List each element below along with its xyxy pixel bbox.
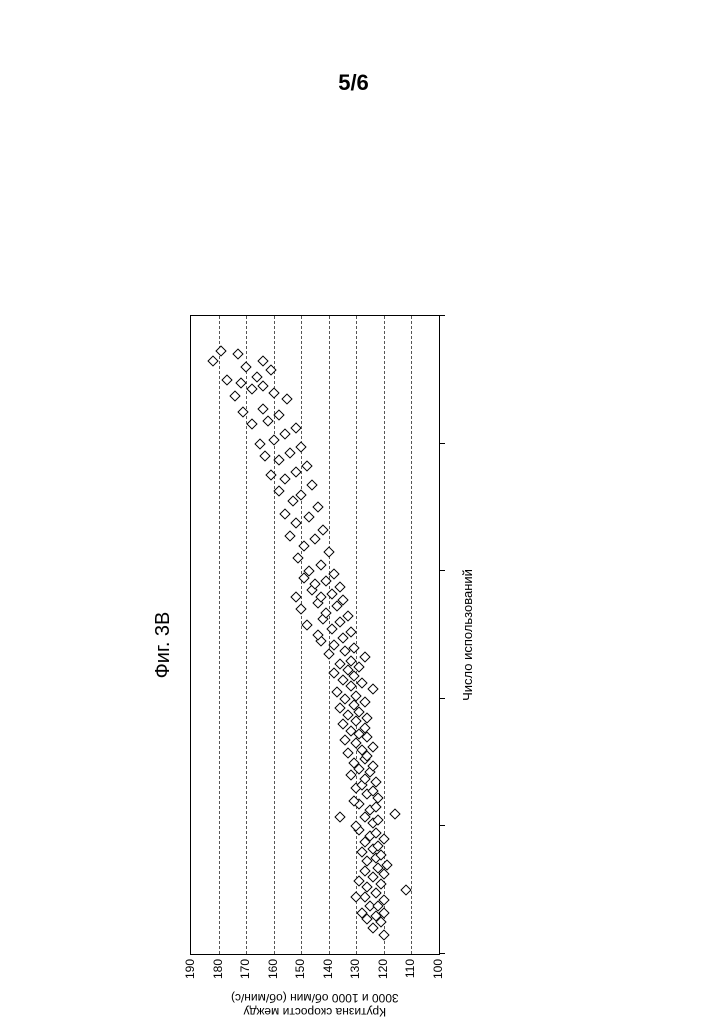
x-tick-mark (439, 825, 445, 826)
data-point (315, 559, 326, 570)
data-point (282, 393, 293, 404)
gridline (384, 316, 385, 954)
y-tick-label: 170 (238, 959, 252, 985)
data-point (367, 684, 378, 695)
data-point (359, 696, 370, 707)
data-point (367, 923, 378, 934)
data-point (359, 652, 370, 663)
data-point (257, 355, 268, 366)
data-point (337, 633, 348, 644)
figure-3b: Фиг. 3B Крутизна скорости между3000 и 10… (180, 265, 510, 1025)
data-point (320, 575, 331, 586)
data-point (274, 454, 285, 465)
data-point (265, 365, 276, 376)
data-point (318, 524, 329, 535)
data-point (400, 885, 411, 896)
x-tick-mark (439, 315, 445, 316)
data-point (257, 403, 268, 414)
plot-area (190, 315, 440, 955)
data-point (378, 929, 389, 940)
data-point (307, 479, 318, 490)
data-point (290, 591, 301, 602)
data-point (329, 639, 340, 650)
data-point (323, 546, 334, 557)
data-point (268, 435, 279, 446)
data-point (279, 508, 290, 519)
data-point (293, 553, 304, 564)
data-point (262, 416, 273, 427)
data-point (290, 518, 301, 529)
data-point (340, 735, 351, 746)
y-tick-label: 130 (348, 959, 362, 985)
data-point (285, 448, 296, 459)
data-point (334, 581, 345, 592)
y-tick-label: 190 (183, 959, 197, 985)
figure-label: Фиг. 3B (152, 265, 175, 1025)
data-point (312, 502, 323, 513)
x-tick-mark (439, 570, 445, 571)
data-point (298, 540, 309, 551)
data-point (274, 409, 285, 420)
gridline (274, 316, 275, 954)
data-point (326, 588, 337, 599)
y-tick-label: 180 (211, 959, 225, 985)
data-point (329, 569, 340, 580)
data-point (326, 623, 337, 634)
data-point (342, 747, 353, 758)
data-point (301, 460, 312, 471)
x-tick-mark (439, 953, 445, 954)
y-axis-label-text: Крутизна скорости между3000 и 1000 об/ми… (231, 990, 399, 1018)
x-axis-label: Число использований (460, 315, 475, 955)
gridline (301, 316, 302, 954)
data-point (221, 374, 232, 385)
y-tick-label: 110 (403, 959, 417, 985)
page-number: 5/6 (0, 70, 707, 96)
data-point (216, 345, 227, 356)
data-point (279, 428, 290, 439)
data-point (268, 387, 279, 398)
data-point (229, 390, 240, 401)
gridline (329, 316, 330, 954)
data-point (254, 438, 265, 449)
data-point (232, 349, 243, 360)
data-point (238, 406, 249, 417)
data-point (301, 620, 312, 631)
data-point (274, 486, 285, 497)
data-point (334, 811, 345, 822)
data-point (290, 467, 301, 478)
data-point (304, 511, 315, 522)
data-point (265, 470, 276, 481)
data-point (257, 381, 268, 392)
data-point (240, 361, 251, 372)
data-point (356, 677, 367, 688)
data-point (296, 604, 307, 615)
page: 5/6 Фиг. 3B Крутизна скорости между3000 … (0, 0, 707, 1000)
gridline (356, 316, 357, 954)
y-tick-label: 150 (293, 959, 307, 985)
gridline (411, 316, 412, 954)
y-axis-label: Крутизна скорости между3000 и 1000 об/ми… (190, 989, 440, 1019)
y-tick-label: 160 (266, 959, 280, 985)
data-point (309, 534, 320, 545)
data-point (389, 808, 400, 819)
chart-container: Фиг. 3B Крутизна скорости между3000 и 10… (180, 265, 510, 1025)
y-tick-label: 120 (376, 959, 390, 985)
x-tick-mark (439, 698, 445, 699)
data-point (362, 712, 373, 723)
data-point (246, 419, 257, 430)
data-point (246, 384, 257, 395)
data-point (279, 473, 290, 484)
data-point (285, 530, 296, 541)
data-point (296, 441, 307, 452)
gridline (219, 316, 220, 954)
y-tick-label: 100 (431, 959, 445, 985)
data-point (235, 377, 246, 388)
data-point (207, 355, 218, 366)
x-tick-mark (439, 443, 445, 444)
y-tick-label: 140 (321, 959, 335, 985)
data-point (290, 422, 301, 433)
data-point (351, 891, 362, 902)
data-point (260, 451, 271, 462)
data-point (367, 741, 378, 752)
